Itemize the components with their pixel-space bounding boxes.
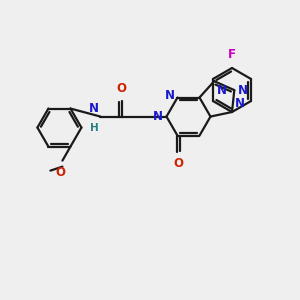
- Text: O: O: [56, 166, 65, 178]
- Text: O: O: [116, 82, 127, 94]
- Text: N: N: [164, 89, 175, 102]
- Text: H: H: [90, 123, 98, 133]
- Text: N: N: [217, 84, 227, 97]
- Text: O: O: [173, 157, 184, 169]
- Text: N: N: [235, 97, 245, 110]
- Text: N: N: [152, 110, 163, 123]
- Text: N: N: [88, 102, 98, 115]
- Text: F: F: [228, 48, 236, 61]
- Text: N: N: [238, 84, 248, 97]
